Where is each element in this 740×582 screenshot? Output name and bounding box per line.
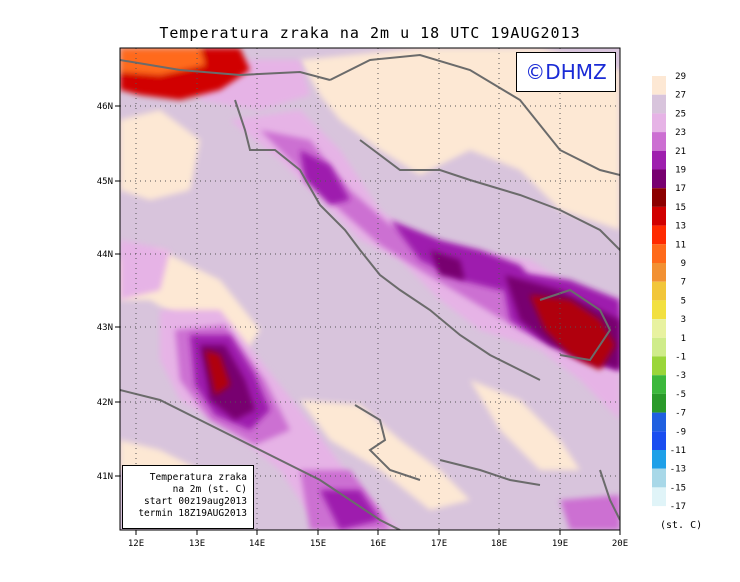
legend-swatch (652, 337, 666, 357)
legend-label: 1 (681, 334, 686, 344)
legend-label: 11 (675, 240, 686, 250)
legend-label: 27 (675, 91, 686, 101)
legend-swatch (652, 412, 666, 432)
legend-label: -3 (675, 371, 686, 381)
color-legend: 29 27 25 23 21 19 17 15 13 11 9 7 5 3 1 -1 -3 -5 -7 -9 -11 -1… (652, 72, 686, 512)
plot-frame (119, 47, 621, 531)
plot-area (120, 48, 620, 530)
legend-swatch (652, 375, 666, 394)
nw-hot-corner (120, 48, 250, 100)
legend-label: 29 (675, 72, 686, 82)
legend-swatch (652, 169, 666, 189)
legend-label: -13 (670, 465, 686, 475)
legend-swatch (652, 188, 666, 207)
coastlines (120, 53, 620, 530)
legend-label: -15 (670, 483, 686, 493)
y-tick-label: 42N (97, 398, 113, 408)
legend-swatch (652, 225, 666, 245)
y-tick-label: 45N (97, 177, 113, 187)
legend-swatch (652, 150, 666, 170)
x-tick-label: 18E (491, 539, 507, 549)
x-tick-label: 15E (310, 539, 326, 549)
legend-swatch (652, 113, 666, 133)
legend-label: 21 (675, 147, 686, 157)
x-tick-label: 20E (612, 539, 628, 549)
x-tick-label: 19E (552, 539, 568, 549)
legend-label: 5 (681, 296, 686, 306)
legend-swatch (652, 94, 666, 114)
legend-swatch (652, 450, 666, 469)
y-tick-label: 41N (97, 472, 113, 482)
legend-swatch (652, 356, 666, 376)
dhmz-watermark: ©DHMZ (516, 52, 616, 92)
x-tick-label: 16E (370, 539, 386, 549)
legend-label: -17 (670, 502, 686, 512)
info-line-2: na 2m (st. C) (172, 484, 247, 495)
legend-swatch (652, 431, 666, 450)
legend-swatch (652, 281, 666, 301)
legend-label: 15 (675, 203, 686, 213)
y-tick-label: 46N (97, 102, 113, 112)
y-tick-label: 43N (97, 323, 113, 333)
legend-swatch (652, 393, 666, 413)
legend-swatch (652, 206, 666, 226)
legend-swatch (652, 263, 666, 282)
legend-label: 9 (681, 259, 686, 269)
legend-label: 25 (675, 109, 686, 119)
y-axis: 46N 45N 44N 43N 42N 41N (97, 102, 120, 482)
info-line-4: termin 18Z19AUG2013 (138, 508, 247, 519)
x-tick-label: 13E (189, 539, 205, 549)
legend-swatch (652, 319, 666, 338)
x-axis: 12E 13E 14E 15E 16E 17E 18E 19E 20E (128, 530, 628, 549)
red-band (205, 295, 615, 395)
legend-label: -5 (675, 390, 686, 400)
legend-label: 19 (675, 166, 686, 176)
x-tick-label: 14E (249, 539, 265, 549)
y-tick-label: 44N (97, 250, 113, 260)
x-tick-label: 12E (128, 539, 144, 549)
graticule (120, 48, 620, 530)
legend-swatch (652, 76, 666, 95)
legend-label: 7 (681, 278, 686, 288)
legend-swatch (652, 487, 666, 507)
x-tick-label: 17E (431, 539, 447, 549)
legend-swatch (652, 132, 666, 151)
legend-label: -11 (670, 446, 686, 456)
legend-label: -9 (675, 427, 686, 437)
legend-label: 23 (675, 128, 686, 138)
legend-label: 17 (675, 184, 686, 194)
legend-label: -7 (675, 409, 686, 419)
info-line-3: start 00z19aug2013 (144, 496, 247, 507)
legend-swatch (652, 468, 666, 488)
legend-label: -1 (675, 353, 686, 363)
map-title: Temperatura zraka na 2m u 18 UTC 19AUG20… (159, 24, 581, 42)
legend-label: 13 (675, 222, 686, 232)
legend-swatch (652, 300, 666, 320)
forecast-info-box: Temperatura zraka na 2m (st. C) start 00… (122, 465, 254, 529)
legend-label: 3 (681, 315, 686, 325)
legend-unit: (st. C) (660, 520, 703, 531)
legend-swatch (652, 244, 666, 263)
info-line-1: Temperatura zraka (149, 472, 247, 483)
